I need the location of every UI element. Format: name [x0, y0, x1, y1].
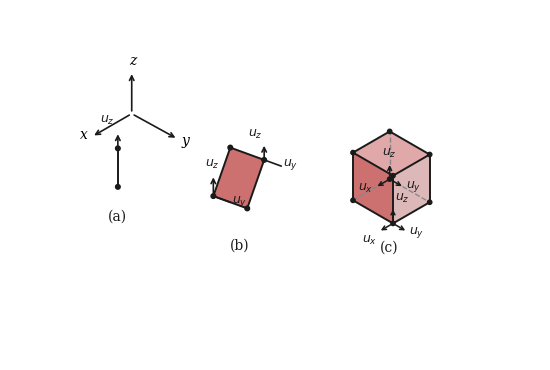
- Text: z: z: [129, 54, 136, 68]
- Text: $u_z$: $u_z$: [205, 158, 220, 171]
- Circle shape: [262, 158, 266, 162]
- Circle shape: [116, 146, 120, 151]
- Text: x: x: [80, 128, 88, 142]
- Circle shape: [427, 200, 432, 204]
- Text: $u_z$: $u_z$: [394, 192, 409, 205]
- Polygon shape: [393, 155, 430, 223]
- Text: $u_y$: $u_y$: [406, 179, 421, 194]
- Text: $u_x$: $u_x$: [358, 182, 373, 195]
- Polygon shape: [213, 148, 264, 208]
- Circle shape: [211, 194, 216, 198]
- Text: $u_x$: $u_x$: [362, 233, 377, 246]
- Circle shape: [116, 185, 120, 189]
- Circle shape: [245, 206, 250, 211]
- Circle shape: [351, 198, 355, 202]
- Circle shape: [391, 221, 395, 226]
- Text: $u_z$: $u_z$: [100, 114, 115, 127]
- Circle shape: [351, 151, 355, 155]
- Circle shape: [427, 152, 432, 157]
- Text: (b): (b): [230, 238, 249, 252]
- Text: $u_y$: $u_y$: [283, 157, 298, 172]
- Circle shape: [388, 129, 392, 134]
- Text: (c): (c): [381, 241, 399, 255]
- Text: $u_z$: $u_z$: [382, 147, 396, 160]
- Text: $u_z$: $u_z$: [248, 128, 263, 141]
- Circle shape: [391, 174, 395, 178]
- Text: $u_y$: $u_y$: [232, 194, 247, 209]
- Polygon shape: [353, 131, 430, 176]
- Circle shape: [388, 177, 392, 181]
- Text: (a): (a): [108, 210, 128, 224]
- Polygon shape: [353, 152, 393, 223]
- Text: y: y: [182, 134, 190, 148]
- Circle shape: [228, 145, 233, 150]
- Text: $u_y$: $u_y$: [409, 225, 425, 240]
